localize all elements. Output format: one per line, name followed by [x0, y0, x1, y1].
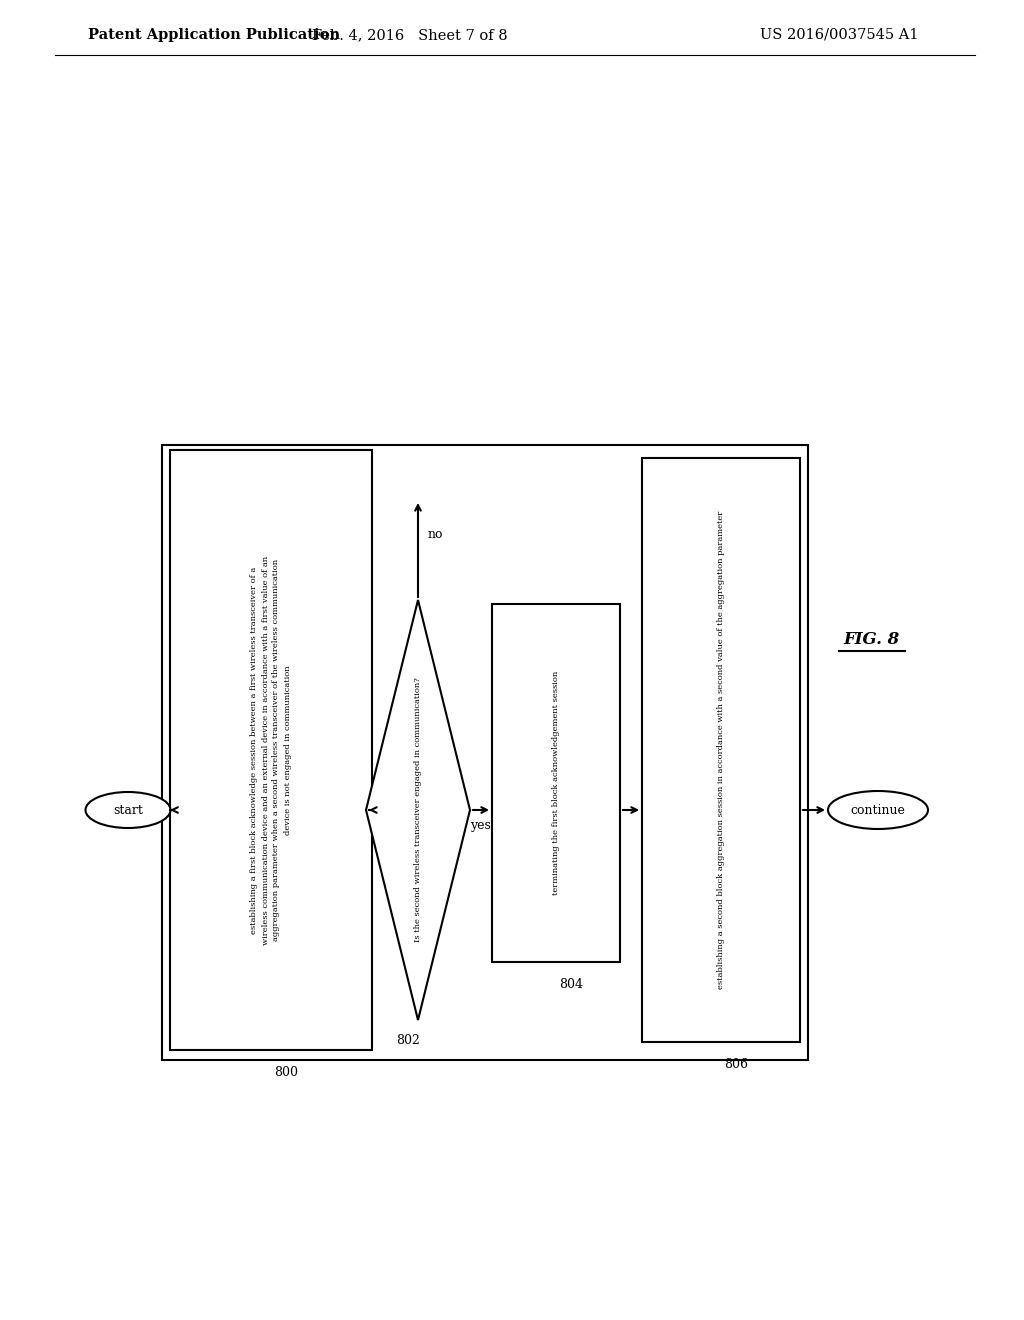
Text: start: start: [113, 804, 143, 817]
Bar: [162, 445, 808, 1060]
Text: Feb. 4, 2016   Sheet 7 of 8: Feb. 4, 2016 Sheet 7 of 8: [312, 28, 508, 42]
Text: Is the second wireless transceiver engaged in communication?: Is the second wireless transceiver engag…: [414, 677, 422, 942]
Text: 800: 800: [274, 1065, 298, 1078]
Text: no: no: [428, 528, 443, 541]
Text: 804: 804: [559, 978, 583, 990]
Polygon shape: [366, 601, 470, 1020]
Text: establishing a second block aggregation session in accordance with a second valu: establishing a second block aggregation …: [717, 511, 725, 989]
Text: yes: yes: [471, 818, 492, 832]
Text: FIG. 8: FIG. 8: [844, 631, 900, 648]
Text: continue: continue: [851, 804, 905, 817]
Text: Patent Application Publication: Patent Application Publication: [88, 28, 340, 42]
Bar: [170, 450, 372, 1049]
Text: terminating the first block acknowledgement session: terminating the first block acknowledgem…: [552, 671, 560, 895]
Text: 806: 806: [724, 1057, 748, 1071]
Bar: [492, 605, 620, 962]
Text: 802: 802: [396, 1034, 420, 1047]
Bar: [642, 458, 800, 1041]
Text: US 2016/0037545 A1: US 2016/0037545 A1: [760, 28, 919, 42]
Text: establishing a first block acknowledge session between a first wireless transcei: establishing a first block acknowledge s…: [251, 556, 292, 945]
Ellipse shape: [85, 792, 171, 828]
Ellipse shape: [828, 791, 928, 829]
